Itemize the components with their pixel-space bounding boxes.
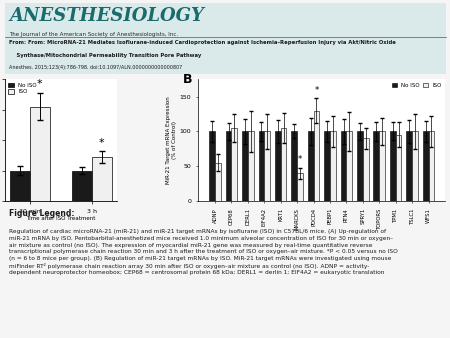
Bar <box>346 131 352 201</box>
Text: Regulation of cardiac microRNA-21 (miR-21) and miR-21 target mRNAs by isoflurane: Regulation of cardiac microRNA-21 (miR-2… <box>9 230 398 275</box>
Text: ANESTHESIOLOGY: ANESTHESIOLOGY <box>9 7 204 25</box>
Legend: No ISO, ISO: No ISO, ISO <box>391 82 443 89</box>
Bar <box>428 131 434 201</box>
Bar <box>209 131 215 201</box>
Bar <box>423 131 428 201</box>
Bar <box>9 171 30 201</box>
Text: *: * <box>298 155 302 164</box>
Bar <box>258 131 264 201</box>
Text: *: * <box>99 138 105 148</box>
Bar <box>308 131 314 201</box>
Bar <box>396 135 401 201</box>
Bar <box>264 131 270 201</box>
Bar <box>390 131 396 201</box>
Bar <box>314 111 320 201</box>
Bar <box>379 131 385 201</box>
Bar <box>412 131 418 201</box>
Legend: No ISO, ISO: No ISO, ISO <box>7 82 38 95</box>
Bar <box>374 131 379 201</box>
Text: From: From: MicroRNA-21 Mediates Isoflurane-induced Cardioprotection against Isc: From: From: MicroRNA-21 Mediates Isoflur… <box>9 40 396 45</box>
Text: *: * <box>314 86 319 95</box>
Bar <box>225 131 231 201</box>
Bar <box>215 163 221 201</box>
Bar <box>291 131 297 201</box>
Text: Figure Legend:: Figure Legend: <box>9 209 74 218</box>
Bar <box>248 131 254 201</box>
Text: Anesthes. 2015;123(4):786-798. doi:10.1097/ALN.0000000000000807: Anesthes. 2015;123(4):786-798. doi:10.10… <box>9 66 182 70</box>
Bar <box>242 131 248 201</box>
Bar <box>406 131 412 201</box>
Bar <box>297 173 303 201</box>
Text: The Journal of the American Society of Anesthesiologists, Inc.: The Journal of the American Society of A… <box>9 31 178 37</box>
Bar <box>92 157 112 201</box>
Bar <box>330 131 336 201</box>
Bar <box>363 138 369 201</box>
Bar <box>275 131 281 201</box>
Y-axis label: MiR-21 Target mRNA Expression
(% of Control): MiR-21 Target mRNA Expression (% of Cont… <box>166 96 177 184</box>
Bar <box>357 131 363 201</box>
Text: *: * <box>37 79 42 89</box>
Bar <box>324 131 330 201</box>
X-axis label: Time after ISO Treatment: Time after ISO Treatment <box>26 216 95 221</box>
Bar <box>341 131 346 201</box>
Bar <box>30 107 50 201</box>
Text: B: B <box>183 73 193 86</box>
Bar <box>231 128 237 201</box>
Bar <box>281 128 287 201</box>
FancyBboxPatch shape <box>4 3 446 74</box>
Bar <box>72 171 92 201</box>
Text: Synthase/Mitochondrial Permeability Transition Pore Pathway: Synthase/Mitochondrial Permeability Tran… <box>9 53 201 58</box>
